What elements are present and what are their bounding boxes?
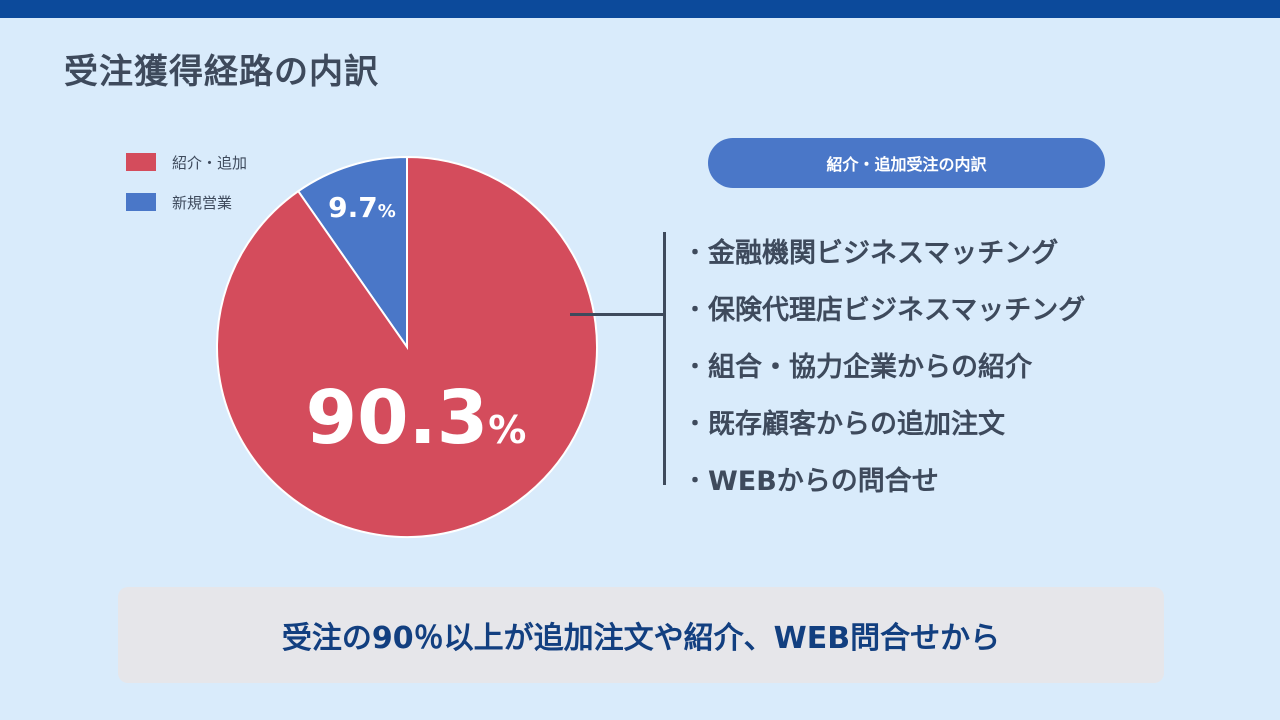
bullet-dot: ・ (684, 354, 707, 380)
pie-label-referral-value: 90.3 (306, 375, 489, 461)
summary-banner: 受注の90％以上が追加注文や紹介、WEB問合せから (118, 587, 1164, 683)
pie-slice-referral (216, 155, 598, 538)
list-item-text: 既存顧客からの追加注文 (708, 409, 1005, 440)
list-item: ・保険代理店ビジネスマッチング (684, 279, 1085, 336)
top-accent-bar (0, 0, 1280, 18)
pie-label-new-sales-value: 9.7 (328, 191, 378, 224)
bullet-dot: ・ (684, 411, 707, 437)
bullet-dot: ・ (684, 297, 707, 323)
legend-label-referral: 紹介・追加 (172, 153, 248, 172)
pie-label-referral-unit: % (488, 408, 526, 452)
list-item: ・ WEBからの問合せ (684, 450, 1085, 507)
pie-label-new-sales: 9.7% (328, 191, 396, 224)
page-title: 受注獲得経路の内訳 (64, 52, 379, 92)
connector-line-vertical (663, 232, 666, 485)
breakdown-list: ・金融機関ビジネスマッチング ・保険代理店ビジネスマッチング ・組合・協力企業か… (684, 222, 1085, 507)
legend-item-new-sales: 新規営業 (126, 190, 247, 214)
list-item: ・金融機関ビジネスマッチング (684, 222, 1085, 279)
pie-label-new-sales-unit: % (378, 201, 396, 222)
list-item: ・組合・協力企業からの紹介 (684, 336, 1085, 393)
connector-line-horizontal (570, 313, 666, 316)
bullet-dot: ・ (684, 468, 707, 494)
breakdown-heading-pill: 紹介・追加受注の内訳 (708, 138, 1105, 188)
list-item-text: 保険代理店ビジネスマッチング (708, 295, 1086, 326)
list-item: ・既存顧客からの追加注文 (684, 393, 1085, 450)
legend-label-new-sales: 新規営業 (172, 193, 233, 212)
legend-swatch-new-sales (126, 193, 156, 211)
legend-item-referral: 紹介・追加 (126, 150, 247, 174)
list-item-text: WEBからの問合せ (708, 466, 939, 497)
legend-swatch-referral (126, 153, 156, 171)
pie-label-referral: 90.3% (306, 375, 527, 461)
pie-slice-new-sales (296, 155, 408, 351)
list-item-text: 金融機関ビジネスマッチング (708, 238, 1059, 269)
list-item-text: 組合・協力企業からの紹介 (708, 352, 1032, 383)
bullet-dot: ・ (684, 240, 707, 266)
chart-legend: 紹介・追加 新規営業 (126, 150, 247, 230)
